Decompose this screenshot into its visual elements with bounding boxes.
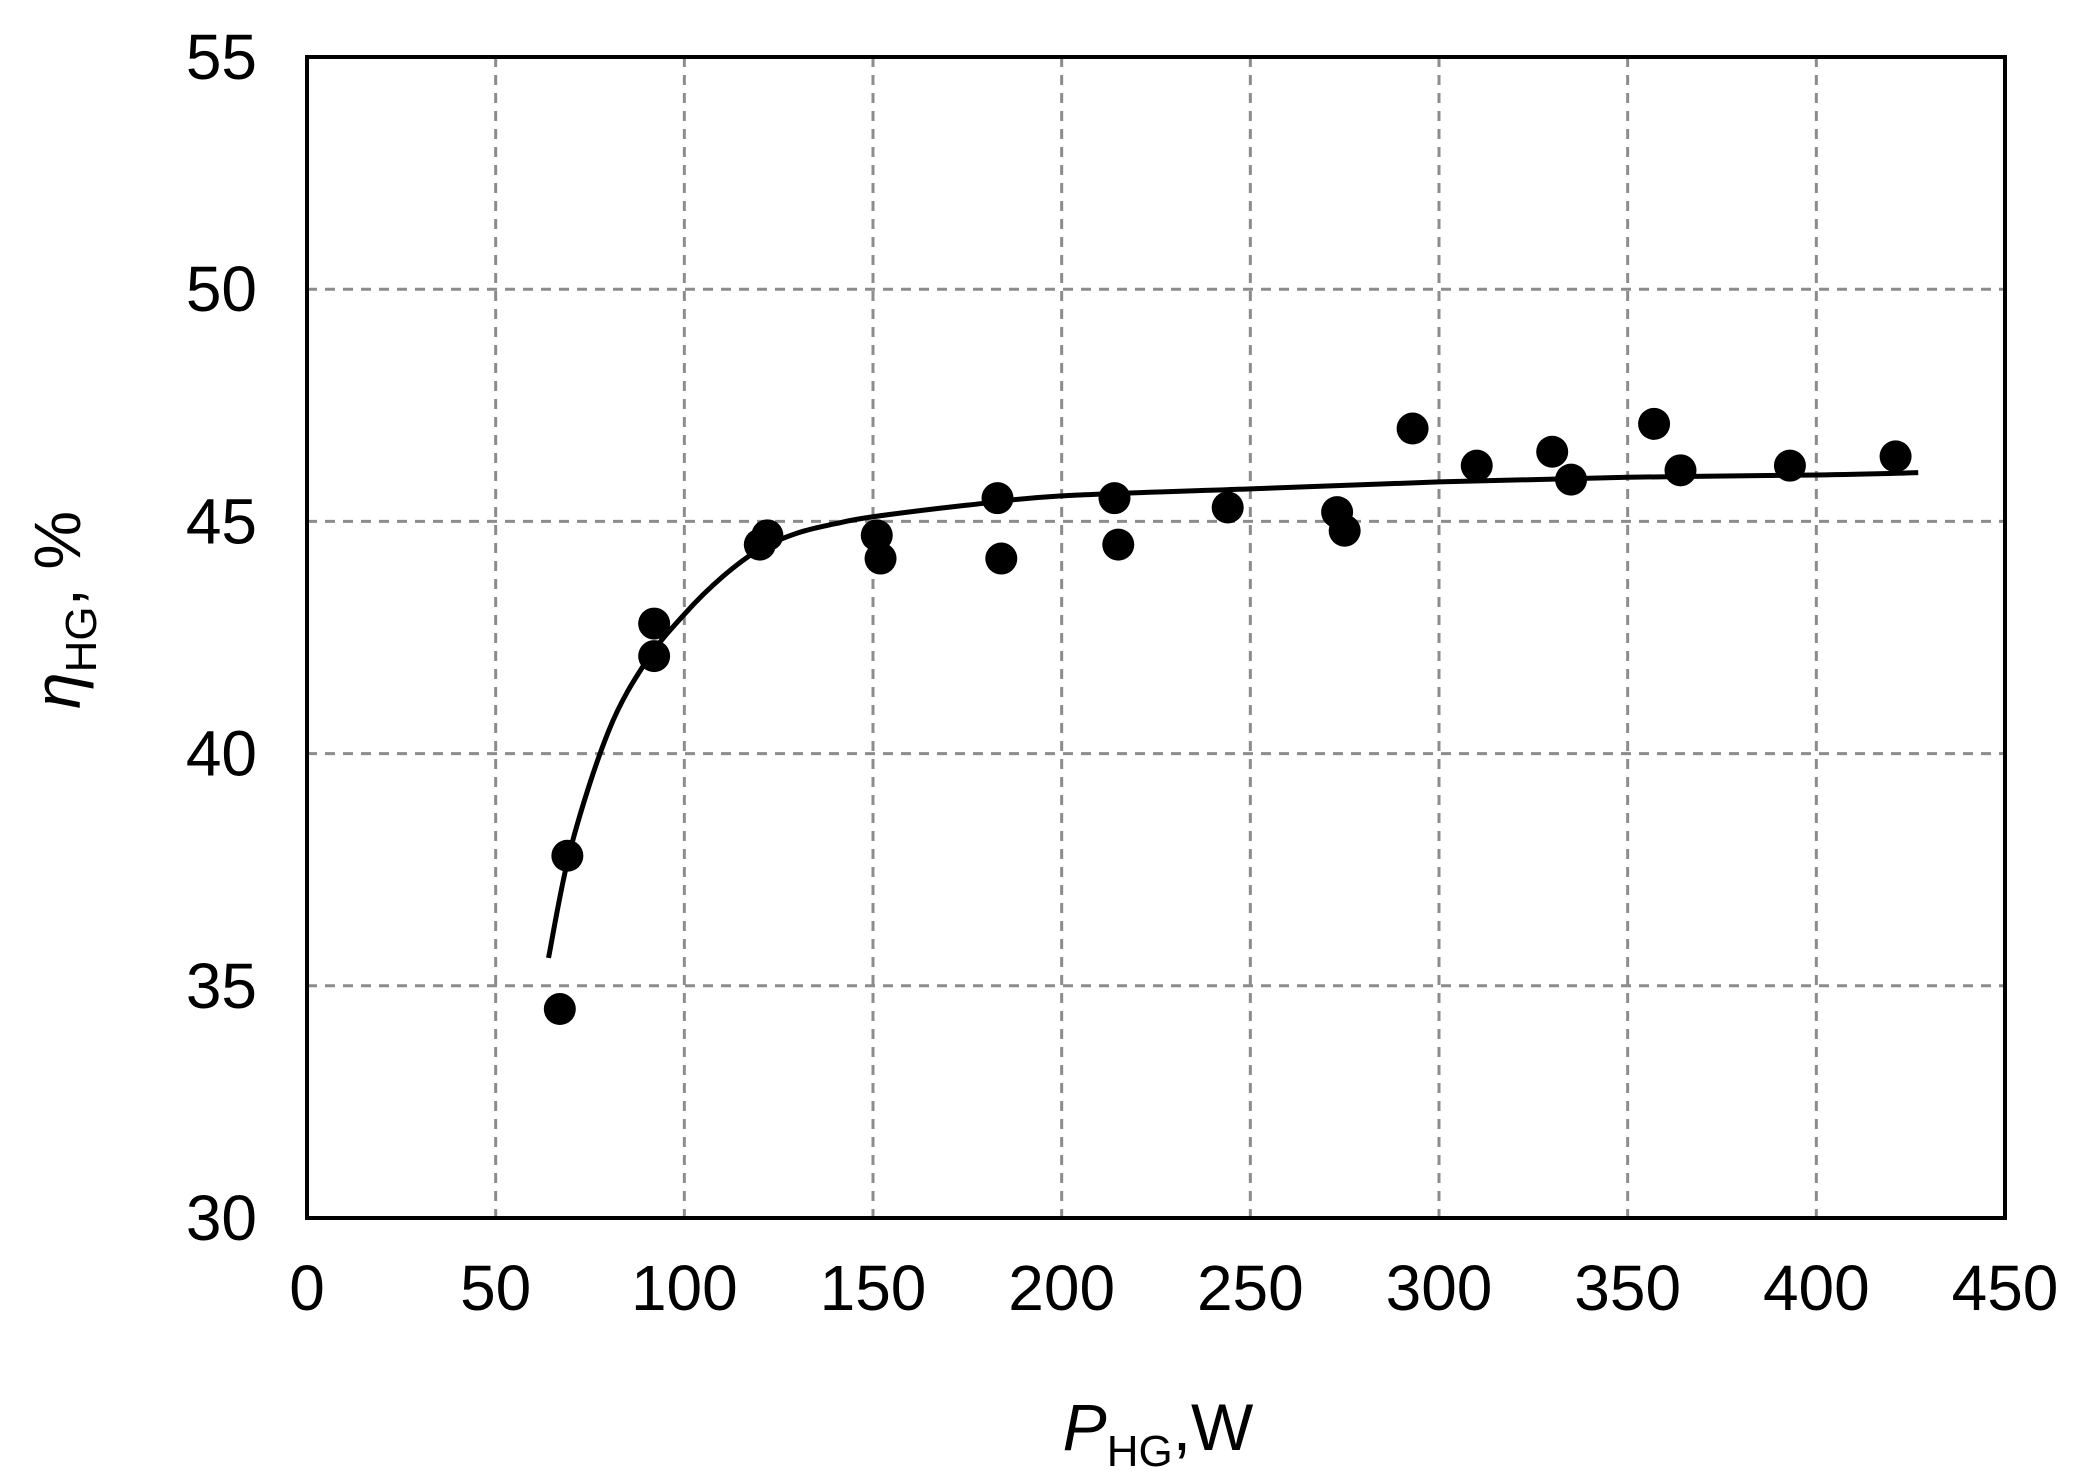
y-tick-labels: 30 35 40 45 50 55 [186, 21, 257, 1254]
data-point [864, 542, 897, 575]
x-tick-label: 150 [820, 1252, 927, 1324]
data-point [1211, 491, 1244, 524]
x-tick-label: 350 [1574, 1252, 1681, 1324]
x-tick-label: 300 [1386, 1252, 1493, 1324]
y-tick-label: 40 [186, 718, 257, 790]
data-point [751, 519, 784, 552]
data-point [543, 993, 576, 1026]
data-point [1328, 514, 1361, 547]
data-point [1664, 454, 1697, 487]
data-point [1536, 435, 1569, 468]
x-tick-labels: 0 50 100 150 200 250 300 350 400 450 [289, 1252, 2058, 1324]
data-point [1773, 449, 1806, 482]
x-axis-title: PHG,W [1063, 1390, 1254, 1476]
data-point [1879, 440, 1912, 473]
y-tick-label: 55 [186, 21, 257, 93]
data-point [981, 482, 1014, 515]
data-point [1102, 528, 1135, 561]
y-tick-label: 35 [186, 950, 257, 1022]
data-point [551, 839, 584, 872]
x-tick-label: 400 [1763, 1252, 1870, 1324]
data-point [1460, 449, 1493, 482]
x-tick-label: 450 [1952, 1252, 2059, 1324]
data-point [638, 640, 671, 673]
data-points [543, 407, 1912, 1026]
data-point [638, 607, 671, 640]
y-tick-label: 30 [186, 1182, 257, 1254]
grid-lines [307, 57, 2005, 1218]
y-tick-label: 50 [186, 253, 257, 325]
x-tick-label: 200 [1008, 1252, 1115, 1324]
x-tick-label: 250 [1197, 1252, 1304, 1324]
y-tick-label: 45 [186, 485, 257, 557]
plot-frame [305, 55, 2007, 1220]
x-tick-label: 100 [631, 1252, 738, 1324]
data-point [1555, 463, 1588, 496]
x-tick-label: 50 [460, 1252, 531, 1324]
data-point [985, 542, 1018, 575]
x-tick-label: 0 [289, 1252, 325, 1324]
data-point [1396, 412, 1429, 445]
y-axis-title: ηHG, % [20, 511, 106, 709]
data-point [1638, 407, 1671, 440]
data-point [1098, 482, 1131, 515]
